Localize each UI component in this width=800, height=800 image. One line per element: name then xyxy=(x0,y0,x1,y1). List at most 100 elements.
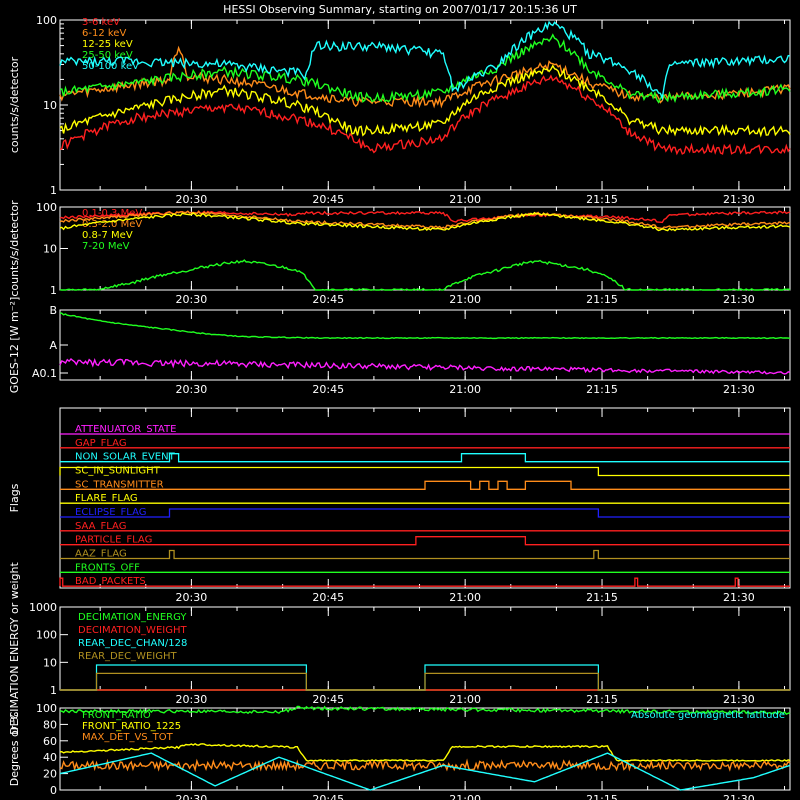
series-line xyxy=(59,752,791,791)
x-tick-label: 21:15 xyxy=(586,793,618,800)
flag-label: BAD_PACKETS xyxy=(75,576,146,587)
chart-title: HESSI Observing Summary, starting on 200… xyxy=(223,3,577,16)
y-tick-label: 100 xyxy=(36,629,57,642)
x-tick-label: 20:45 xyxy=(312,591,344,604)
flag-label: SAA_FLAG xyxy=(75,521,126,532)
x-tick-label: 20:30 xyxy=(176,693,208,706)
y-tick-label: A xyxy=(49,339,57,352)
y-tick-label: 20 xyxy=(43,768,57,781)
y-axis-label: GOES-12 [W m⁻²] xyxy=(8,297,21,393)
x-tick-label: 20:30 xyxy=(176,793,208,800)
flag-label: SC_TRANSMITTER xyxy=(75,479,164,490)
legend-entry: FRONT_RATIO xyxy=(82,710,151,721)
y-tick-label: A0.1 xyxy=(32,367,57,380)
legend-entry: 0.1-0.3 MeV xyxy=(82,208,142,219)
y-tick-label: 1 xyxy=(50,684,57,697)
panel-0: 20:30 20:45 21:00 21:15 21:30 xyxy=(59,19,791,206)
legend-entry: REAR_DEC_WEIGHT xyxy=(78,651,177,662)
x-tick-label: 20:30 xyxy=(176,293,208,306)
legend-entry: DECIMATION_WEIGHT xyxy=(78,625,187,636)
panel-frame xyxy=(59,407,791,589)
flag-line xyxy=(59,466,790,477)
y-axis-label: Flags xyxy=(8,483,21,512)
x-tick-label: 20:30 xyxy=(176,591,208,604)
series-line xyxy=(59,312,791,340)
y-tick-label: 1 xyxy=(50,284,57,297)
flag-line xyxy=(59,577,790,587)
flag-label: ECLIPSE_FLAG xyxy=(75,507,146,518)
x-tick-label: 21:15 xyxy=(586,591,618,604)
flag-line xyxy=(60,536,790,546)
y-axis-label: Degrees or % xyxy=(8,712,21,786)
flag-line xyxy=(60,549,790,560)
y-tick-label: B xyxy=(49,304,57,317)
y-tick-label: 100 xyxy=(36,14,57,27)
panel-frame xyxy=(59,707,791,791)
x-tick-label: 21:30 xyxy=(723,193,755,206)
legend-entry: 0.3-2.0 MeV xyxy=(82,219,142,230)
x-tick-label: 21:00 xyxy=(449,193,481,206)
legend-entry: 3-6 keV xyxy=(82,17,120,28)
legend-entry: 6-12 keV xyxy=(82,28,126,39)
series-line xyxy=(59,210,791,224)
flag-label: FRONTS_OFF xyxy=(75,562,140,573)
y-tick-label: 60 xyxy=(43,735,57,748)
flag-label: ATTENUATOR_STATE xyxy=(75,424,176,435)
x-tick-label: 20:45 xyxy=(312,383,344,396)
legend-entry: 7-20 MeV xyxy=(82,241,130,252)
y-tick-label: 10 xyxy=(43,99,57,112)
series-line xyxy=(59,20,791,101)
x-tick-label: 21:30 xyxy=(723,693,755,706)
series-line xyxy=(59,705,791,716)
y-tick-label: 10 xyxy=(43,656,57,669)
y-tick-label: 80 xyxy=(43,718,57,731)
y-tick-label: 0 xyxy=(50,784,57,797)
y-axis-label: counts/s/detector xyxy=(8,56,21,153)
y-tick-label: 1000 xyxy=(29,601,57,614)
x-tick-label: 21:30 xyxy=(723,293,755,306)
series-line xyxy=(60,74,791,156)
series-line xyxy=(59,742,791,762)
legend-entry: MAX_DET_VS_TOT xyxy=(82,732,174,743)
x-tick-label: 20:30 xyxy=(176,193,208,206)
annotation-geomagnetic: Absolute geomagnetic latitude xyxy=(631,710,785,721)
legend-entry: FRONT_RATIO_1225 xyxy=(82,721,181,732)
x-tick-label: 20:45 xyxy=(312,293,344,306)
legend-entry: 0.8-7 MeV xyxy=(82,230,133,241)
series-line xyxy=(60,672,790,691)
flag-label: NON_SOLAR_EVENT xyxy=(75,452,176,463)
panel-frame xyxy=(59,309,791,381)
x-tick-label: 21:15 xyxy=(586,693,618,706)
panel-1: 20:30 20:45 21:00 21:15 21:30 xyxy=(59,206,791,306)
x-tick-label: 21:30 xyxy=(723,793,755,800)
flag-line xyxy=(60,453,790,463)
y-axis-label: counts/s/detector xyxy=(8,200,21,297)
x-tick-label: 21:00 xyxy=(449,591,481,604)
legend-entry: 50-100 keV xyxy=(82,61,139,72)
series-line xyxy=(59,64,791,138)
x-tick-label: 21:30 xyxy=(723,383,755,396)
x-tick-label: 21:15 xyxy=(586,293,618,306)
flag-label: SC_IN_SUNLIGHT xyxy=(75,466,161,477)
x-tick-label: 21:00 xyxy=(449,693,481,706)
y-tick-label: 10 xyxy=(43,243,57,256)
y-axis-label: DECIMATION ENERGY or weight xyxy=(8,561,21,734)
panel-5: 20:30 20:45 21:00 21:15 21:30 xyxy=(59,707,791,800)
panel-frame xyxy=(59,206,791,291)
flag-label: GAP_FLAG xyxy=(75,438,127,449)
y-tick-label: 100 xyxy=(36,201,57,214)
legend-entry: 12-25 keV xyxy=(82,39,133,50)
flag-label: AAZ_FLAG xyxy=(75,549,127,560)
panel-3: 20:30 20:45 21:00 21:15 21:30 xyxy=(59,407,791,604)
legend-entry: REAR_DEC_CHAN/128 xyxy=(78,638,187,649)
series-line xyxy=(59,211,791,232)
y-tick-label: 40 xyxy=(43,751,57,764)
x-tick-label: 21:15 xyxy=(586,193,618,206)
flag-line xyxy=(60,508,790,518)
flag-label: FLARE_FLAG xyxy=(75,493,138,504)
legend-entry: 25-50 keV xyxy=(82,50,133,61)
x-tick-label: 20:45 xyxy=(312,193,344,206)
panel-2: 20:30 20:45 21:00 21:15 21:30 xyxy=(59,309,791,396)
flag-label: PARTICLE_FLAG xyxy=(75,535,152,546)
